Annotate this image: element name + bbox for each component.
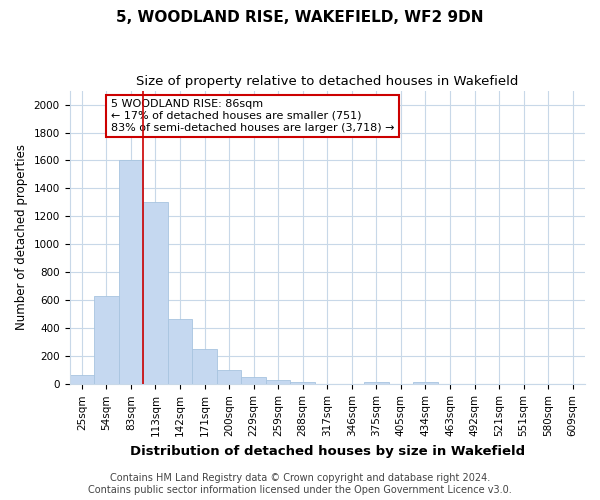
Bar	[192, 350, 217, 384]
Text: 5 WOODLAND RISE: 86sqm
← 17% of detached houses are smaller (751)
83% of semi-de: 5 WOODLAND RISE: 86sqm ← 17% of detached…	[111, 100, 394, 132]
Y-axis label: Number of detached properties: Number of detached properties	[15, 144, 28, 330]
Bar	[70, 375, 94, 384]
Bar	[290, 382, 315, 384]
Text: Contains HM Land Registry data © Crown copyright and database right 2024.
Contai: Contains HM Land Registry data © Crown c…	[88, 474, 512, 495]
Bar	[217, 370, 241, 384]
Bar	[266, 380, 290, 384]
Bar	[364, 382, 389, 384]
Text: 5, WOODLAND RISE, WAKEFIELD, WF2 9DN: 5, WOODLAND RISE, WAKEFIELD, WF2 9DN	[116, 10, 484, 25]
Title: Size of property relative to detached houses in Wakefield: Size of property relative to detached ho…	[136, 75, 518, 88]
Bar	[241, 378, 266, 384]
Bar	[413, 382, 438, 384]
X-axis label: Distribution of detached houses by size in Wakefield: Distribution of detached houses by size …	[130, 444, 525, 458]
Bar	[168, 318, 192, 384]
Bar	[119, 160, 143, 384]
Bar	[143, 202, 168, 384]
Bar	[94, 296, 119, 384]
